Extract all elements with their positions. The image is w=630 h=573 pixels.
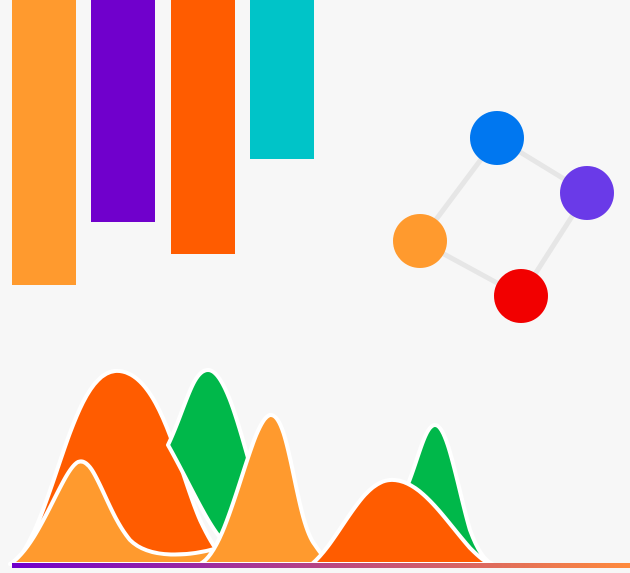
dark-orange-bar — [171, 0, 235, 254]
purple-node — [560, 166, 614, 220]
orange-node — [393, 214, 447, 268]
red-node — [494, 269, 548, 323]
purple-bar — [91, 0, 155, 222]
orange-bar — [12, 0, 76, 285]
wave-shapes — [8, 368, 494, 566]
baseline-line — [12, 563, 630, 568]
network-graph — [393, 111, 614, 323]
dark-orange-wave-right — [310, 477, 494, 566]
teal-bar — [250, 0, 314, 159]
blue-node — [470, 111, 524, 165]
